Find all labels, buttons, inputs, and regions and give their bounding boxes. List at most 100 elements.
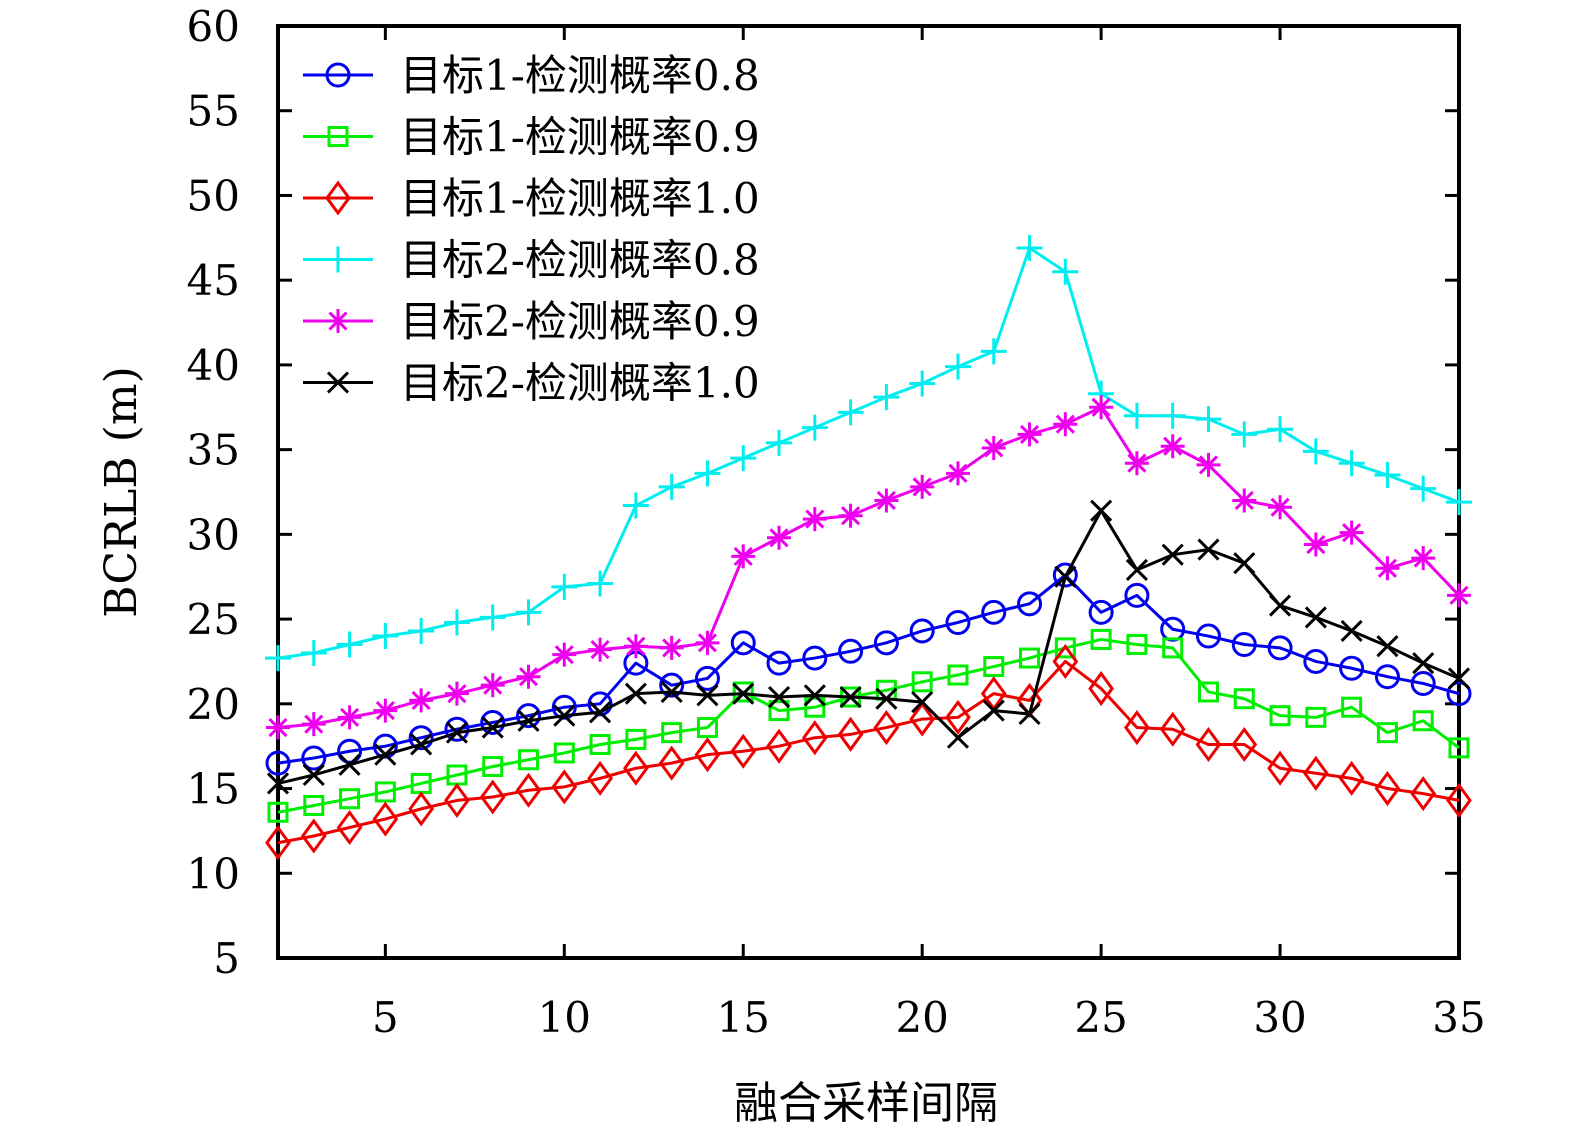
diamond-marker [1374,771,1401,807]
square-marker [1305,706,1327,728]
data-point [1374,462,1401,489]
asterisk-marker [981,435,1006,460]
plus-marker [265,645,291,672]
data-point [1303,532,1328,557]
data-point [1269,705,1291,727]
data-point [587,570,614,597]
x-marker [1412,652,1435,675]
data-point [408,725,434,751]
circle-marker [1052,562,1078,588]
x-marker [1376,635,1399,658]
data-point [336,809,363,846]
x-marker [767,685,791,709]
data-point [587,691,613,717]
data-point [622,492,649,519]
square-marker [947,664,969,686]
data-point [731,544,756,569]
data-point [1052,258,1079,285]
y-tick-label: 40 [187,341,240,390]
asterisk-marker [695,630,720,655]
plus-marker [837,399,864,426]
data-point [944,353,971,380]
diamond-marker [408,791,435,827]
plus-marker [1302,438,1329,465]
data-point [266,715,290,740]
diamond-marker [730,733,757,769]
data-point [552,642,577,667]
y-axis-ticks: 5 10 15 20 25 30 35 40 45 50 55 60 [187,2,1459,983]
square-marker [1126,634,1148,656]
x-marker [338,753,361,776]
data-point [945,699,971,735]
plus-marker [515,599,542,626]
legend-label: 目标2-检测概率1.0 [400,359,760,408]
square-marker [553,742,575,764]
data-point [623,634,648,659]
legend-label: 目标1-检测概率1.0 [400,174,760,223]
legend-item: 目标2-检测概率1.0 [303,359,760,408]
x-marker [1090,499,1113,522]
data-point [730,630,756,656]
data-point [982,699,1005,722]
circle-marker [802,645,828,671]
data-point [696,717,718,739]
data-point [801,414,828,441]
x-axis-ticks: 5 10 15 20 25 30 35 [372,26,1486,1042]
legend: 目标1-检测概率0.8 目标1-检测概率0.9 目标1-检测概率1.0 目标2-检测概… [303,51,760,408]
data-point [730,733,757,769]
data-point [1446,782,1472,818]
data-point [1053,412,1078,437]
data-point [945,609,971,635]
data-point [980,338,1007,365]
data-point [589,733,611,755]
y-tick-label: 55 [187,87,240,136]
data-point [804,696,826,718]
y-tick-label: 10 [187,849,240,898]
data-point [1231,632,1257,658]
diamond-marker [265,825,291,861]
data-point [1267,416,1294,443]
data-point [1340,619,1363,643]
circle-marker [838,638,864,664]
data-point [515,599,542,626]
plus-marker [1267,416,1294,443]
data-point [444,716,470,742]
square-marker [1162,637,1184,659]
circle-marker [444,716,470,742]
data-point [1197,681,1219,703]
x-tick-label: 10 [538,993,591,1042]
x-marker [839,685,862,709]
legend-marker-icon [325,246,351,273]
x-marker [911,691,934,714]
data-point [1304,606,1327,629]
data-point [337,738,363,764]
x-marker [553,704,576,727]
data-point [661,722,683,744]
data-point [553,704,576,727]
data-point [732,681,754,703]
square-marker [327,126,349,147]
x-tick-label: 30 [1253,993,1306,1042]
data-point [1446,681,1472,707]
data-point [408,791,435,827]
data-point [1446,489,1472,516]
data-point [445,721,468,744]
asterisk-marker [337,705,362,730]
circle-marker [1374,664,1400,690]
plus-marker [325,246,351,273]
series-1 [265,562,1472,776]
x-marker [1018,702,1041,726]
series-6 [266,499,1471,795]
data-point [910,474,935,499]
square-marker [589,733,611,755]
y-tick-label: 35 [187,426,240,475]
plus-marker [1016,234,1043,261]
series-line [277,637,1460,814]
plus-marker [587,570,614,597]
circle-marker [945,609,971,635]
asterisk-marker [1232,488,1257,513]
data-point [802,645,828,671]
data-point [838,503,863,528]
x-marker [326,371,350,394]
